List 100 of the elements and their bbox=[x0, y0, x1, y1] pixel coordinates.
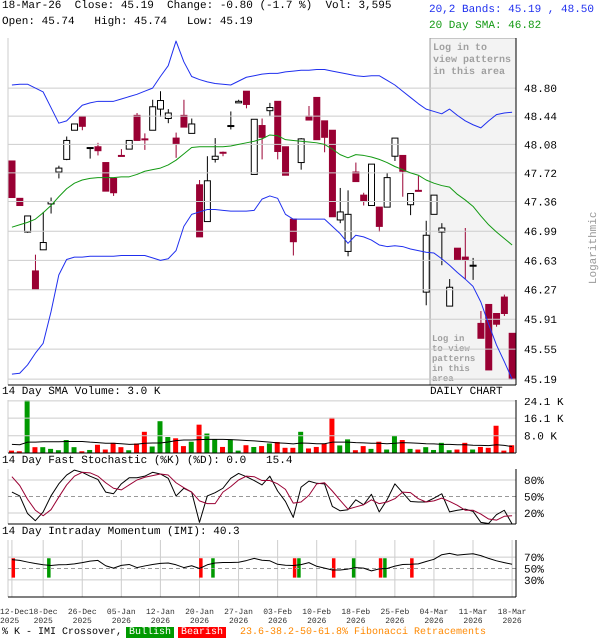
candlestick bbox=[352, 162, 360, 182]
candlestick bbox=[360, 192, 368, 206]
bar bbox=[314, 446, 319, 453]
candlestick bbox=[414, 176, 422, 192]
chart-title: 14 Day Fast Stochastic (%K) (%D): 0.0 15.4 bbox=[2, 455, 292, 467]
candlestick bbox=[94, 142, 102, 156]
candlestick bbox=[172, 132, 180, 158]
x-tick-label: 05-Jan 2026 bbox=[106, 608, 136, 626]
bar bbox=[165, 436, 170, 453]
bar bbox=[266, 443, 272, 453]
x-tick-label: 18-Dec 2025 bbox=[28, 608, 58, 626]
text: DAILY CHART bbox=[430, 386, 503, 398]
bar bbox=[40, 447, 46, 453]
candlestick bbox=[298, 138, 305, 170]
bar bbox=[188, 442, 194, 453]
candlestick bbox=[188, 118, 196, 134]
candlestick bbox=[40, 211, 47, 250]
y-tick-label: 50% bbox=[524, 564, 544, 576]
candlestick bbox=[266, 102, 274, 117]
bar bbox=[243, 445, 248, 453]
x-tick-label: 12-Dec 2025 bbox=[0, 608, 30, 626]
bar bbox=[228, 439, 233, 453]
x-tick-label: 18-Mar 2026 bbox=[498, 608, 527, 626]
bar bbox=[337, 445, 342, 453]
x-tick-label: 26-Dec 2025 bbox=[68, 608, 97, 626]
chart-subtitle: Open: 45.74 High: 45.74 Low: 45.19 bbox=[2, 16, 254, 28]
candlestick bbox=[227, 110, 234, 130]
x-tick-label: 18-Feb 2026 bbox=[341, 608, 370, 626]
bar bbox=[24, 400, 30, 453]
y-tick-label: 46.63 bbox=[524, 256, 558, 268]
candlestick bbox=[290, 218, 297, 256]
candlestick bbox=[212, 138, 219, 164]
y-tick-label: 47.36 bbox=[524, 197, 558, 210]
y-tick-label: 45.19 bbox=[524, 375, 558, 388]
candlestick bbox=[376, 206, 383, 233]
y-tick-label: 47.72 bbox=[524, 168, 558, 181]
bar bbox=[494, 426, 499, 453]
bar bbox=[329, 418, 334, 453]
line-series bbox=[11, 195, 513, 380]
x-tick-label: 25-Feb 2026 bbox=[380, 608, 410, 626]
bar bbox=[212, 439, 218, 453]
x-tick-label: 11-Mar 2026 bbox=[458, 608, 488, 626]
y-tick-label: 48.08 bbox=[524, 140, 558, 152]
candlestick bbox=[446, 278, 454, 307]
text: 23.6-38.2-50-61.8% Fibonacci Retracements bbox=[240, 627, 486, 638]
text: 20,2 Bands: 45.19 , 48.50 bbox=[428, 3, 594, 18]
candlestick bbox=[86, 147, 94, 160]
y-tick-label: 70% bbox=[524, 553, 544, 566]
bar bbox=[392, 436, 397, 453]
bar bbox=[259, 446, 264, 453]
candlestick bbox=[399, 154, 406, 198]
y-tick-label: 50% bbox=[524, 492, 544, 504]
bar bbox=[251, 446, 256, 453]
chart-title: 14 Day Intraday Momentum (IMI): 40.3 bbox=[2, 526, 240, 538]
band-label: Log in to view patterns in this area bbox=[433, 42, 512, 78]
x-tick-label: 20-Jan 2026 bbox=[185, 608, 214, 626]
text: 20 Day SMA: 46.82 bbox=[428, 19, 542, 34]
x-tick-label: 27-Jan 2026 bbox=[224, 608, 254, 626]
candlestick bbox=[407, 193, 414, 216]
legend-title: % K - IMI Crossover, bbox=[2, 627, 122, 638]
y-tick-label: 30% bbox=[524, 576, 544, 588]
bar bbox=[196, 424, 202, 453]
candlestick bbox=[258, 118, 266, 160]
y-tick-label: 48.80 bbox=[524, 84, 558, 96]
line-series bbox=[11, 40, 513, 128]
candlestick bbox=[180, 99, 188, 128]
y-tick-label: 45.55 bbox=[524, 344, 558, 357]
text: Bullish bbox=[126, 627, 174, 638]
candlestick bbox=[391, 138, 398, 162]
candlestick bbox=[55, 165, 62, 179]
bar bbox=[478, 446, 483, 453]
y-tick-label: 80% bbox=[524, 476, 544, 488]
bar bbox=[32, 447, 38, 453]
x-tick-label: 03-Feb 2026 bbox=[263, 608, 292, 626]
bar bbox=[118, 447, 124, 453]
candlestick bbox=[470, 257, 477, 280]
y-tick-label: 16.1 K bbox=[524, 414, 564, 426]
y-tick-label: 20% bbox=[524, 508, 544, 521]
bar bbox=[72, 447, 77, 453]
y-tick-label: 8.0 K bbox=[524, 432, 558, 444]
chart-title: 14 Day SMA Volume: 3.0 K bbox=[2, 386, 160, 398]
line-series bbox=[11, 438, 513, 448]
y-tick-label: 48.44 bbox=[524, 112, 558, 124]
candlestick bbox=[242, 90, 250, 109]
x-tick-label: 04-Mar 2026 bbox=[420, 608, 449, 626]
text: Bearish bbox=[178, 627, 226, 638]
y-tick-label: 46.27 bbox=[524, 286, 558, 298]
bar bbox=[423, 447, 428, 453]
candlestick bbox=[78, 116, 86, 131]
bar bbox=[150, 446, 155, 453]
line-series bbox=[11, 552, 513, 572]
y-axis-title: Logarithmic bbox=[588, 212, 600, 284]
bar bbox=[157, 421, 162, 453]
x-tick-label: 10-Feb 2026 bbox=[302, 608, 332, 626]
y-tick-label: 45.91 bbox=[524, 315, 558, 328]
candlestick bbox=[63, 136, 70, 161]
x-tick-label: 12-Jan 2026 bbox=[146, 608, 175, 626]
candlestick bbox=[32, 254, 39, 290]
bar bbox=[180, 446, 186, 453]
bar bbox=[360, 446, 366, 453]
